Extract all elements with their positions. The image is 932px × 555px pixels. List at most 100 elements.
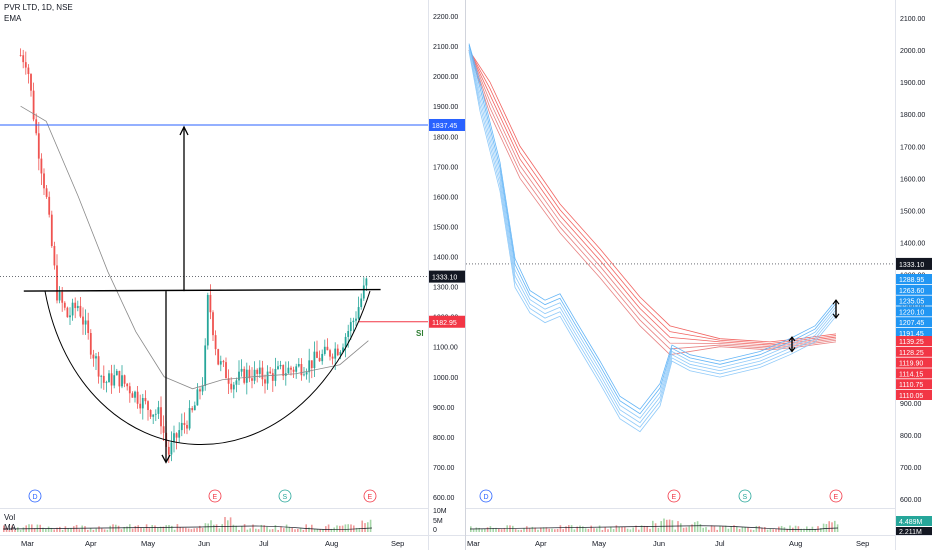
candle-body: [162, 426, 165, 433]
candle-body: [310, 360, 313, 368]
volume-bar: [171, 525, 173, 532]
candle-body: [300, 364, 303, 376]
right-event-marker: [479, 489, 493, 503]
stop-loss-annotation: Sl: [416, 329, 424, 338]
volume-bar: [367, 522, 369, 532]
right-volume-bar: [635, 525, 637, 532]
candle-body: [128, 386, 131, 394]
event-marker-label: S: [283, 494, 288, 501]
left-x-tick: Aug: [325, 539, 338, 548]
right-volume-bar: [610, 526, 612, 532]
right-volume-bar: [621, 526, 623, 532]
right-y-tick: 1400.00: [900, 240, 925, 247]
price-tag-label: 1333.10: [432, 275, 457, 282]
candle-body: [27, 67, 30, 75]
right-volume-bar: [702, 527, 704, 532]
volume-bar: [322, 529, 324, 532]
left-y-tick: 1900.00: [433, 104, 458, 111]
volume-bar: [299, 528, 302, 532]
candle-body: [84, 320, 87, 325]
right-volume-bar: [797, 526, 800, 532]
volume-bar: [302, 529, 305, 532]
left-y-tick: 1500.00: [433, 224, 458, 231]
event-marker-label: D: [33, 494, 38, 501]
candle-body: [360, 298, 363, 308]
candle-body: [61, 291, 64, 303]
left-x-tick: May: [141, 539, 155, 548]
candle-body: [183, 422, 186, 425]
right-volume-bar: [528, 528, 531, 532]
right-volume-bar: [696, 521, 699, 532]
candle-body: [175, 433, 178, 438]
candle-body: [321, 353, 324, 362]
right-volume-bar: [778, 526, 780, 532]
candle-body: [136, 391, 139, 404]
right-volume-bar: [828, 521, 830, 532]
candle-body: [157, 407, 160, 414]
long-ema-ribbon: [468, 49, 837, 356]
volume-label[interactable]: Vol: [4, 513, 16, 522]
volume-bar: [246, 529, 249, 532]
right-y-tick: 900.00: [900, 401, 922, 408]
right-volume-bar: [736, 526, 738, 532]
volume-bar: [294, 529, 296, 532]
volume-bar: [123, 526, 125, 532]
right-volume-bar: [722, 526, 724, 532]
right-volume-bar: [632, 527, 634, 532]
gap-arrow-late-head-bottom: [832, 313, 840, 319]
candle-body: [196, 389, 199, 406]
right-volume-bar: [612, 529, 615, 532]
right-volume-bar: [551, 528, 553, 532]
right-volume-bar: [657, 527, 660, 532]
left-y-tick: 600.00: [433, 495, 455, 502]
right-volume-bar: [710, 525, 713, 532]
right-y-tick: 2100.00: [900, 16, 925, 23]
volume-bar: [221, 524, 223, 532]
candle-body: [287, 367, 290, 374]
candle-body: [279, 365, 282, 367]
left-x-tick: Jun: [198, 539, 210, 548]
candle-body: [69, 315, 71, 318]
volume-bar: [84, 526, 86, 532]
candle-body: [43, 173, 45, 189]
short-ema-line: [468, 48, 837, 424]
volume-bar: [33, 528, 36, 532]
right-volume-bar: [495, 527, 497, 532]
short-ema-ribbon: [468, 43, 837, 433]
right-volume-bar: [565, 526, 567, 532]
right-volume-bar: [808, 528, 811, 532]
right-volume-bar: [615, 525, 618, 532]
volume-bar: [14, 529, 16, 532]
short-ema-tag: 1207.45: [899, 320, 924, 327]
candle-body: [362, 285, 365, 299]
short-ema-tag-bg: [896, 274, 932, 284]
volume-bar: [361, 520, 363, 532]
volume-bar: [47, 526, 50, 532]
right-y-tick: 700.00: [900, 465, 922, 472]
candle-body: [313, 351, 316, 368]
candle-body: [253, 369, 256, 381]
vol-ma-tag-bg: [896, 527, 932, 535]
right-volume-bar: [786, 529, 788, 532]
candle-body: [45, 188, 48, 197]
candle-body: [245, 369, 248, 383]
ema-label[interactable]: EMA: [4, 14, 22, 23]
price-tag-bg: [429, 270, 465, 283]
symbol-title[interactable]: PVR LTD, 1D, NSE: [4, 3, 73, 12]
volume-bar: [207, 523, 209, 532]
volume-bar: [218, 528, 221, 532]
right-volume-bar: [822, 523, 825, 532]
candle-body: [336, 348, 339, 356]
candle-body: [113, 375, 116, 386]
short-ema-line: [468, 51, 837, 433]
long-ema-tag-bg: [896, 390, 932, 400]
ma-label[interactable]: MA: [4, 523, 16, 532]
volume-bar: [201, 527, 204, 532]
volume-bar: [42, 527, 44, 532]
right-volume-bar: [559, 525, 562, 532]
right-volume-bar: [520, 529, 522, 532]
candle-body: [248, 369, 251, 379]
left-y-tick: 1600.00: [433, 194, 458, 201]
candle-body: [22, 55, 25, 63]
